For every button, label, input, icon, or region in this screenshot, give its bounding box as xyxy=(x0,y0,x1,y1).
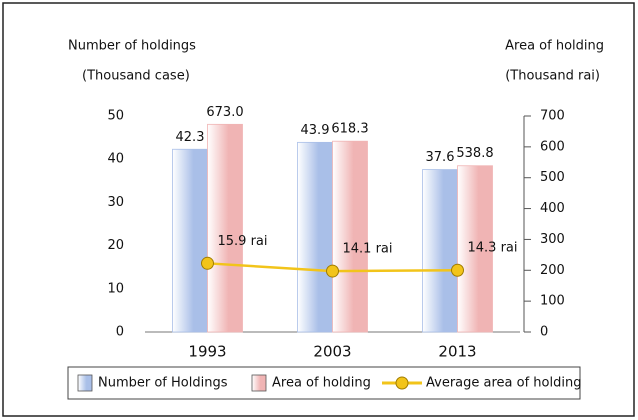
y2-tick-label: 300 xyxy=(540,232,565,247)
line-marker xyxy=(201,256,214,270)
y2-axis-title: Area of holding xyxy=(505,39,604,54)
bar xyxy=(422,169,458,333)
bar xyxy=(207,123,243,333)
line-value-label: 14.1 rai xyxy=(343,242,393,257)
x-tick-label: 2013 xyxy=(438,343,476,361)
legend-label: Average area of holding xyxy=(426,376,581,391)
legend-label: Area of holding xyxy=(272,376,371,391)
legend-label: Number of Holdings xyxy=(98,376,228,391)
x-tick-label: 1993 xyxy=(188,343,226,361)
y2-tick-label: 700 xyxy=(540,109,565,124)
y-tick-label: 30 xyxy=(107,195,124,210)
bar-value-label: 43.9 xyxy=(301,123,330,138)
y-tick-label: 0 xyxy=(116,325,124,340)
legend-marker xyxy=(395,376,409,390)
legend-swatch xyxy=(251,374,267,392)
y-axis-subtitle: (Thousand case) xyxy=(82,69,190,84)
bar-value-label: 37.6 xyxy=(426,150,455,165)
legend-swatch xyxy=(77,374,93,392)
y-tick-label: 20 xyxy=(107,238,124,253)
y2-tick-label: 0 xyxy=(540,325,548,340)
y2-tick-label: 500 xyxy=(540,170,565,185)
y2-tick-label: 100 xyxy=(540,294,565,309)
bar-value-label: 618.3 xyxy=(331,122,368,137)
bar-value-label: 538.8 xyxy=(456,146,493,161)
legend-box xyxy=(67,366,581,400)
y2-tick-label: 600 xyxy=(540,139,565,154)
y2-axis-subtitle: (Thousand rai) xyxy=(505,69,600,84)
y2-tick-label: 200 xyxy=(540,263,565,278)
bar xyxy=(172,148,208,333)
y-tick-label: 40 xyxy=(107,152,124,167)
line-marker xyxy=(326,264,339,278)
bar-value-label: 42.3 xyxy=(176,130,205,145)
line-value-label: 14.3 rai xyxy=(468,241,518,256)
bar-value-label: 673.0 xyxy=(206,105,243,120)
bar xyxy=(332,140,368,333)
x-tick-label: 2003 xyxy=(313,343,351,361)
bar xyxy=(297,141,333,333)
bar xyxy=(457,165,493,333)
y-tick-label: 10 xyxy=(107,281,124,296)
y2-tick-label: 400 xyxy=(540,201,565,216)
line-value-label: 15.9 rai xyxy=(218,234,268,249)
y-axis-title: Number of holdings xyxy=(68,39,196,54)
y-tick-label: 50 xyxy=(107,109,124,124)
line-marker xyxy=(451,263,464,277)
